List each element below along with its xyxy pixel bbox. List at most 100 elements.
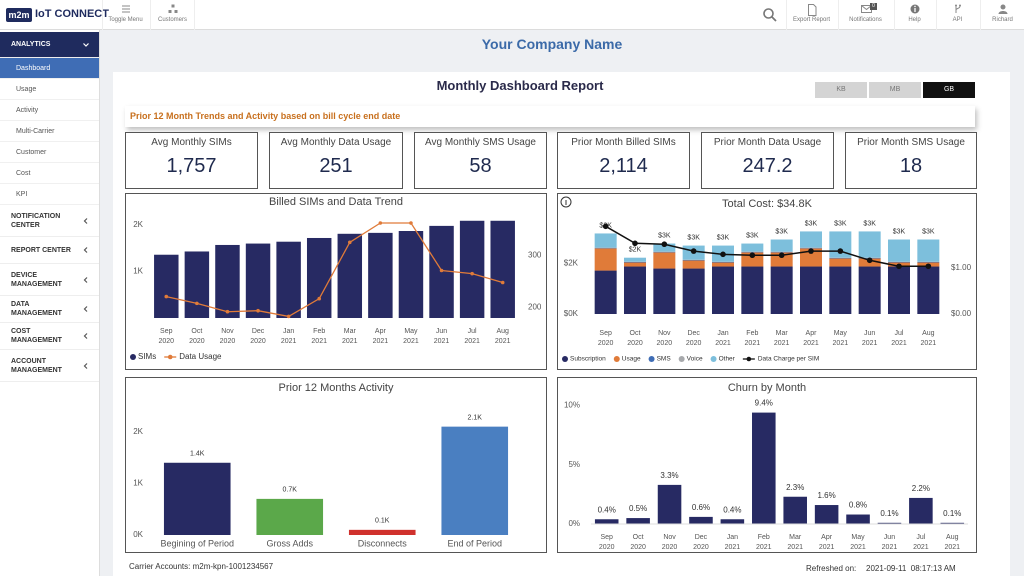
sidebar-item[interactable]: Cost	[0, 163, 99, 184]
x-tick-label: Nov 2020	[657, 330, 673, 347]
x-tick-label: Feb 2021	[745, 330, 761, 347]
line-point	[195, 301, 199, 306]
sidebar-item[interactable]: Usage	[0, 79, 99, 100]
sidebar-section[interactable]: COST MANAGEMENT	[0, 323, 99, 350]
bar	[594, 519, 619, 524]
x-tick-label: Mar 2021	[787, 534, 803, 551]
value-label: 0.1%	[943, 509, 961, 518]
logo-badge[interactable]: m2m	[6, 8, 32, 22]
bar	[163, 462, 231, 535]
chevron	[83, 276, 88, 283]
line-point	[317, 296, 322, 301]
api-icon	[954, 4, 961, 13]
chevron-path	[83, 247, 88, 253]
unit-button[interactable]: MB	[869, 82, 921, 98]
sidebar-section[interactable]: REPORT CENTER	[0, 237, 99, 264]
unit-button[interactable]: KB	[815, 82, 867, 98]
line-point	[837, 248, 844, 254]
bar-segment	[712, 266, 734, 314]
total-label: $3K	[717, 234, 730, 241]
line	[605, 225, 929, 268]
x-tick-label: Aug 2021	[945, 534, 961, 551]
customers-label: Customers	[157, 17, 187, 23]
bar-segment	[770, 251, 793, 253]
y-tick-label: 0K	[133, 530, 143, 539]
kpi-card: Prior Month Billed SIMs 2,114	[557, 132, 690, 189]
x-tick-label: Feb 2021	[756, 534, 772, 551]
bar-segment	[653, 268, 676, 314]
legend-label: Voice	[687, 356, 703, 363]
logo-text[interactable]: IoT CONNECT	[35, 8, 109, 20]
line-point	[690, 248, 697, 254]
y-tick-label: 10%	[564, 401, 580, 410]
bar-segment	[682, 268, 705, 314]
bar-segment	[624, 266, 646, 314]
chevron-path	[83, 217, 88, 224]
user[interactable]: Richard	[980, 0, 1024, 30]
sidebar-section[interactable]: DATA MANAGEMENT	[0, 296, 99, 323]
bar	[490, 220, 515, 318]
bar-segment	[594, 248, 617, 271]
x-tick-label: Apr 2021	[803, 330, 819, 347]
kpi-label: Avg Monthly SIMs	[151, 137, 232, 148]
legend-marker	[613, 356, 620, 362]
y-tick-label: $2K	[564, 259, 579, 268]
bar	[846, 514, 870, 524]
x-tick-label: May 2021	[403, 328, 419, 345]
bar-segment	[888, 266, 910, 314]
y-tick-label: 2K	[133, 220, 143, 229]
section-label: ANALYTICS	[11, 41, 51, 48]
sidebar-item[interactable]: KPI	[0, 184, 99, 205]
menu-icon	[121, 5, 130, 13]
sidebar-section[interactable]: NOTIFICATION CENTER	[0, 205, 99, 237]
bar	[184, 251, 210, 318]
kpi-label: Prior Month Data Usage	[713, 137, 822, 148]
bar-segment	[624, 261, 646, 263]
chevron	[83, 362, 88, 369]
legend-item: Data Charge per SIM	[742, 356, 819, 363]
api[interactable]: API	[936, 0, 978, 30]
bar-segment	[682, 259, 705, 261]
bar-segment	[741, 266, 764, 314]
kpi-value: 18	[899, 155, 923, 177]
section-label: REPORT CENTER	[11, 246, 71, 254]
total-label: $2K	[629, 247, 642, 254]
chart-panel: Billed SIMs and Data Trend 1K 2K 200 300 Sep 2…	[125, 193, 547, 370]
legend-marker	[130, 354, 136, 360]
legend-marker	[648, 356, 655, 362]
toggle-menu[interactable]: Toggle Menu	[102, 0, 148, 30]
search-icon[interactable]	[762, 7, 778, 23]
bar	[245, 243, 271, 318]
help[interactable]: Help	[894, 0, 934, 30]
sidebar-section[interactable]: ACCOUNT MANAGEMENT	[0, 350, 99, 382]
sidebar-item[interactable]: Dashboard	[0, 58, 99, 79]
legend-marker	[678, 356, 685, 362]
customers[interactable]: Customers	[150, 0, 195, 30]
line-point	[632, 240, 638, 247]
legend-item: Voice	[678, 356, 703, 363]
line-point	[925, 263, 932, 270]
sidebar-item[interactable]: Multi-Carrier	[0, 121, 99, 142]
unit-button[interactable]: GB	[923, 82, 975, 98]
sidebar-item[interactable]: Customer	[0, 142, 99, 163]
value-label: 1.4K	[190, 451, 205, 458]
chevron	[83, 42, 89, 47]
sidebar-section[interactable]: DEVICE MANAGEMENT	[0, 264, 99, 296]
kpi-value: 1,757	[166, 155, 217, 177]
notifications[interactable]: 0 Notifications	[838, 0, 892, 30]
sidebar-item[interactable]: Activity	[0, 100, 99, 121]
kpi-card: Prior Month SMS Usage 18	[845, 132, 977, 189]
sidebar-section[interactable]: ANALYTICS	[0, 32, 99, 58]
export-report[interactable]: Export Report	[786, 0, 836, 30]
line	[166, 222, 503, 318]
value-label: 0.4%	[598, 505, 616, 514]
bar	[814, 505, 839, 524]
x-tick-label: Apr 2021	[819, 534, 835, 551]
legend-label: Other	[719, 356, 736, 363]
kpi-value: 247.2	[742, 155, 793, 177]
bar-segment	[770, 266, 793, 314]
y-tick-label: 5%	[568, 460, 580, 469]
section-label: NOTIFICATION CENTER	[11, 212, 61, 229]
report-title: Monthly Dashboard Report	[436, 78, 604, 93]
bar	[306, 237, 332, 318]
